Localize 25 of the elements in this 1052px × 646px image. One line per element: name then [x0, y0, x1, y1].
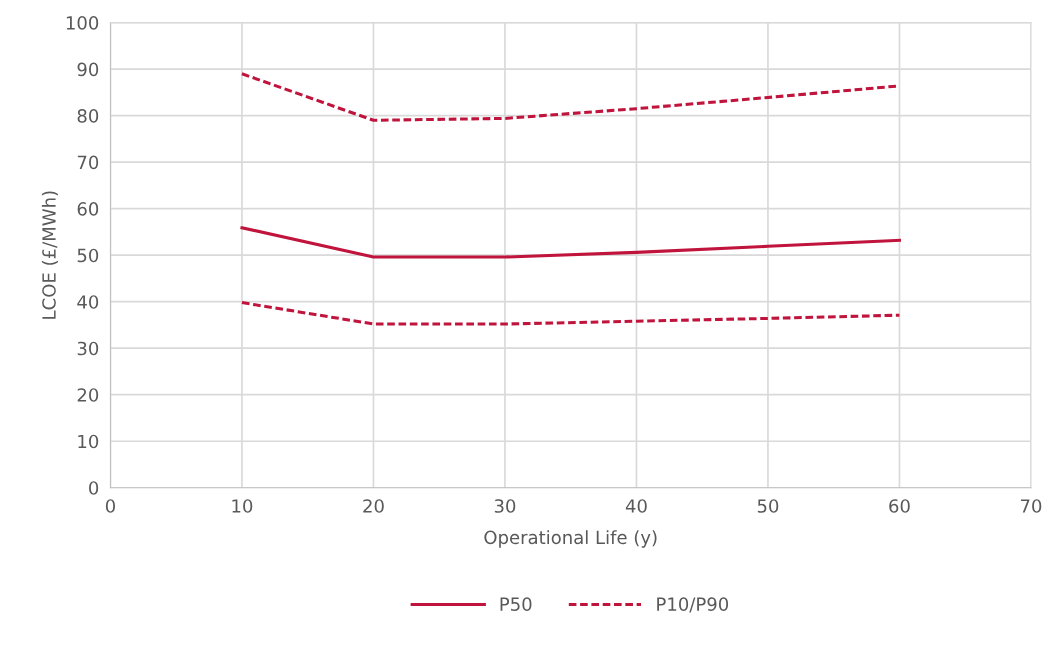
y-axis-title: LCOE (£/MWh) — [41, 191, 58, 319]
x-tick-label: 30 — [494, 499, 516, 513]
y-tick-label: 30 — [77, 341, 99, 356]
y-tick-label: 20 — [77, 388, 99, 402]
y-tick-label: 80 — [77, 109, 99, 123]
y-tick-label: 70 — [77, 155, 99, 170]
y-tick-label: 0 — [89, 481, 99, 495]
x-tick-label: 60 — [889, 499, 910, 513]
y-tick-label: 40 — [77, 295, 99, 309]
x-tick-label: 50 — [757, 499, 779, 513]
legend-label: P50 — [500, 597, 532, 611]
line-series — [240, 226, 901, 259]
legend-label: P10/P90 — [657, 597, 729, 613]
x-axis-title: Operational Life (y) — [484, 530, 657, 548]
y-tick-label: 10 — [78, 434, 99, 449]
y-tick-label: 60 — [77, 202, 99, 216]
x-tick-label: 70 — [1020, 499, 1042, 513]
x-tick-label: 0 — [105, 499, 115, 513]
x-tick-label: 20 — [363, 499, 384, 513]
y-tick-label: 90 — [77, 62, 99, 77]
y-tick-label: 50 — [77, 248, 99, 263]
x-tick-label: 10 — [232, 499, 253, 513]
y-tick-label: 100 — [66, 16, 99, 30]
line-series — [240, 301, 901, 326]
x-tick-label: 40 — [625, 499, 647, 513]
